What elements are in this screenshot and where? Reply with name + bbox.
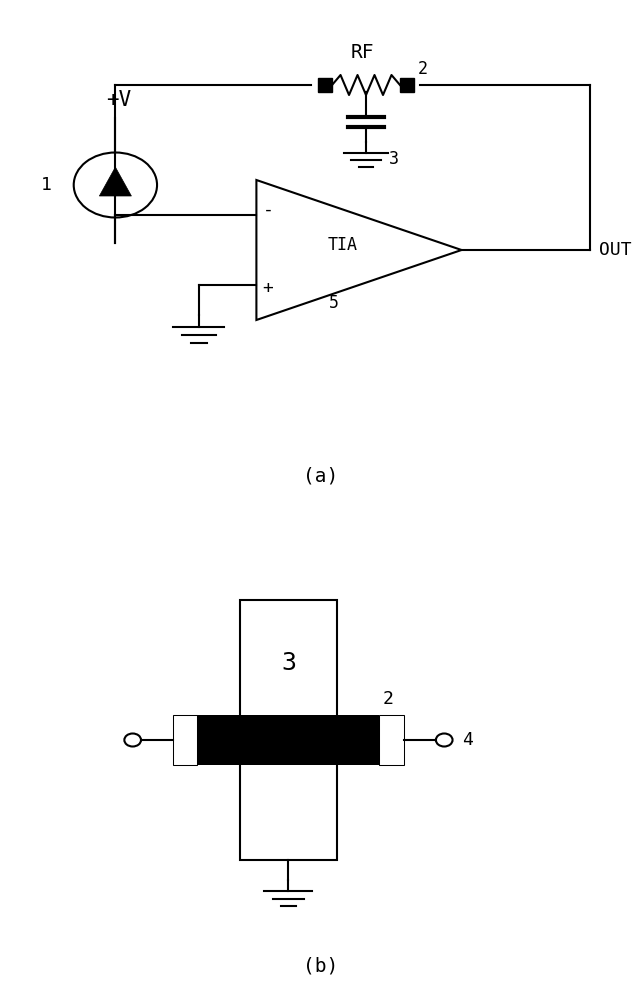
Bar bbox=[240, 600, 337, 740]
Polygon shape bbox=[99, 167, 131, 196]
Bar bbox=[173, 715, 197, 765]
Text: RF: RF bbox=[351, 43, 374, 62]
Text: (b): (b) bbox=[303, 956, 338, 975]
Text: (a): (a) bbox=[303, 466, 338, 485]
Bar bbox=[173, 715, 197, 765]
Text: TIA: TIA bbox=[328, 236, 358, 254]
Text: 3: 3 bbox=[281, 651, 296, 675]
Text: 2: 2 bbox=[383, 690, 394, 708]
Text: +V: +V bbox=[106, 90, 131, 110]
Bar bbox=[173, 715, 404, 765]
Text: OUT: OUT bbox=[599, 241, 632, 259]
Bar bbox=[318, 78, 332, 92]
Text: 2: 2 bbox=[417, 60, 428, 78]
Text: -: - bbox=[263, 201, 273, 219]
Bar bbox=[379, 715, 404, 765]
Text: 3: 3 bbox=[388, 149, 399, 167]
Text: 4: 4 bbox=[462, 731, 473, 749]
Bar bbox=[400, 78, 414, 92]
Text: 5: 5 bbox=[329, 294, 339, 312]
Bar bbox=[379, 715, 404, 765]
Bar bbox=[240, 740, 337, 860]
Text: +: + bbox=[263, 278, 273, 296]
Text: 1: 1 bbox=[40, 176, 51, 194]
